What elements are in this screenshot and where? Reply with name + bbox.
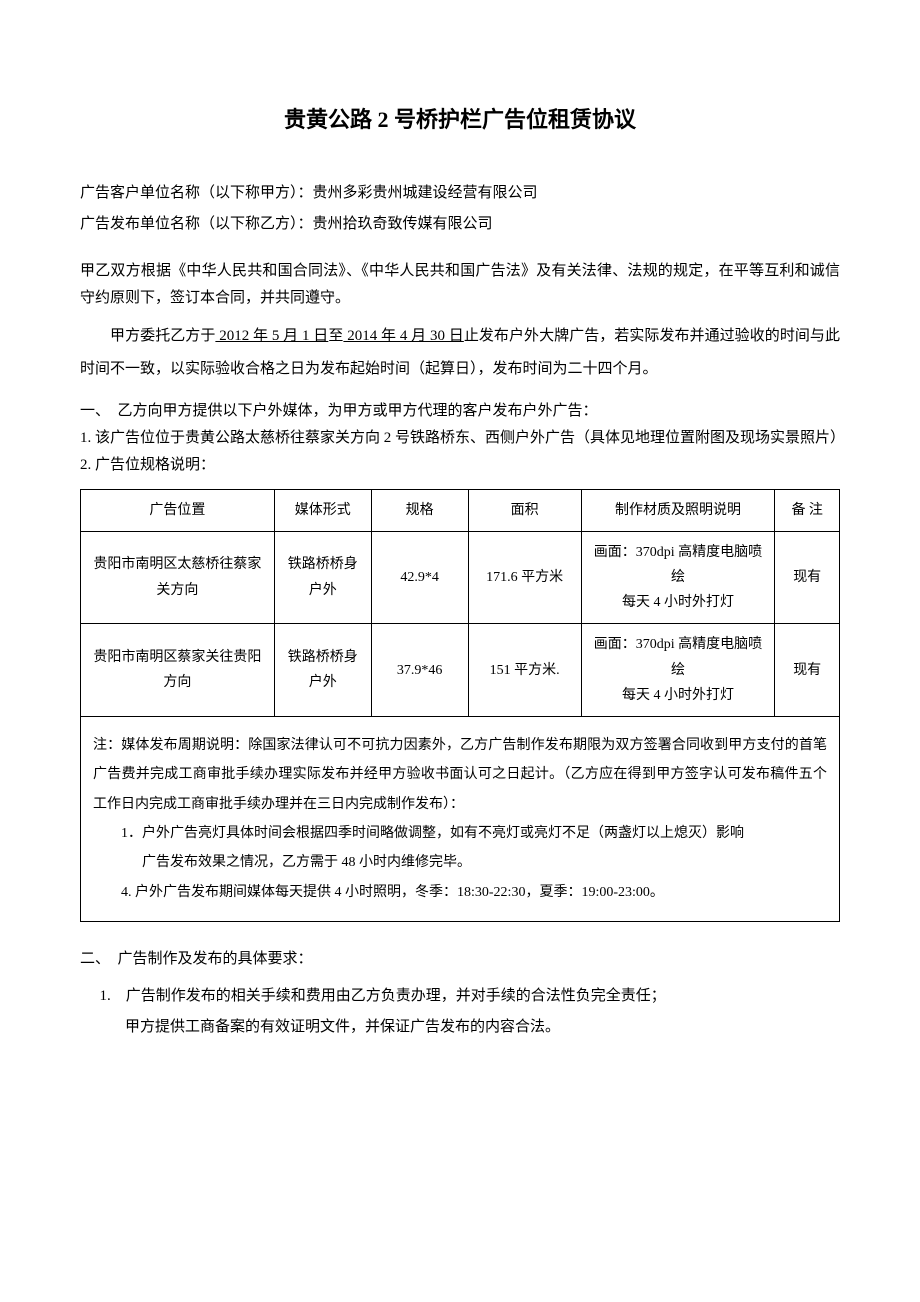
cell-remark: 现有 bbox=[775, 624, 840, 717]
th-remark: 备 注 bbox=[775, 489, 840, 531]
period-date-end: 2014 年 4 月 30 日 bbox=[343, 328, 463, 344]
section-1-item-2: 2. 广告位规格说明： bbox=[80, 452, 840, 479]
section-1-item-1: 1. 该广告位位于贵黄公路太慈桥往蔡家关方向 2 号铁路桥东、西侧户外广告（具体… bbox=[80, 425, 840, 452]
period-mid: 至 bbox=[328, 328, 343, 344]
section-2-item-1: 1. 广告制作发布的相关手续和费用由乙方负责办理，并对手续的合法性负完全责任； bbox=[80, 983, 840, 1010]
cell-media: 铁路桥桥身户外 bbox=[274, 531, 371, 624]
notes-p2a: 1．户外广告亮灯具体时间会根据四季时间略做调整，如有不亮灯或亮灯不足（两盏灯以上… bbox=[93, 819, 827, 848]
notes-p1: 注：媒体发布周期说明：除国家法律认可不可抗力因素外，乙方广告制作发布期限为双方签… bbox=[93, 731, 827, 819]
section-2-head: 二、 广告制作及发布的具体要求： bbox=[80, 946, 840, 973]
doc-title: 贵黄公路 2 号桥护栏广告位租赁协议 bbox=[80, 100, 840, 140]
table-row: 贵阳市南明区太慈桥往蔡家关方向 铁路桥桥身户外 42.9*4 171.6 平方米… bbox=[81, 531, 840, 624]
th-media: 媒体形式 bbox=[274, 489, 371, 531]
table-row: 贵阳市南明区蔡家关往贵阳方向 铁路桥桥身户外 37.9*46 151 平方米. … bbox=[81, 624, 840, 717]
party-b-line: 广告发布单位名称（以下称乙方）：贵州拾玖奇致传媒有限公司 bbox=[80, 211, 840, 238]
notes-p2b: 广告发布效果之情况，乙方需于 48 小时内维修完毕。 bbox=[93, 848, 827, 877]
cell-material: 画面：370dpi 高精度电脑喷绘 每天 4 小时外打灯 bbox=[581, 531, 775, 624]
section-1-head: 一、 乙方向甲方提供以下户外媒体，为甲方或甲方代理的客户发布户外广告： bbox=[80, 398, 840, 425]
table-notes-cell: 注：媒体发布周期说明：除国家法律认可不可抗力因素外，乙方广告制作发布期限为双方签… bbox=[81, 716, 840, 921]
cell-location: 贵阳市南明区太慈桥往蔡家关方向 bbox=[81, 531, 275, 624]
cell-material: 画面：370dpi 高精度电脑喷绘 每天 4 小时外打灯 bbox=[581, 624, 775, 717]
cell-location: 贵阳市南明区蔡家关往贵阳方向 bbox=[81, 624, 275, 717]
cell-media: 铁路桥桥身户外 bbox=[274, 624, 371, 717]
th-area: 面积 bbox=[468, 489, 581, 531]
table-notes-row: 注：媒体发布周期说明：除国家法律认可不可抗力因素外，乙方广告制作发布期限为双方签… bbox=[81, 716, 840, 921]
period-paragraph: 甲方委托乙方于 2012 年 5 月 1 日至 2014 年 4 月 30 日止… bbox=[80, 320, 840, 386]
spec-table: 广告位置 媒体形式 规格 面积 制作材质及照明说明 备 注 贵阳市南明区太慈桥往… bbox=[80, 489, 840, 923]
preamble-text: 甲乙双方根据《中华人民共和国合同法》、《中华人民共和国广告法》及有关法律、法规的… bbox=[80, 258, 840, 312]
cell-remark: 现有 bbox=[775, 531, 840, 624]
table-header-row: 广告位置 媒体形式 规格 面积 制作材质及照明说明 备 注 bbox=[81, 489, 840, 531]
section-2-item-1b: 甲方提供工商备案的有效证明文件，并保证广告发布的内容合法。 bbox=[80, 1014, 840, 1041]
cell-size: 37.9*46 bbox=[371, 624, 468, 717]
cell-area: 171.6 平方米 bbox=[468, 531, 581, 624]
notes-p3: 4. 户外广告发布期间媒体每天提供 4 小时照明，冬季：18:30-22:30，… bbox=[93, 878, 827, 907]
cell-area: 151 平方米. bbox=[468, 624, 581, 717]
th-size: 规格 bbox=[371, 489, 468, 531]
th-location: 广告位置 bbox=[81, 489, 275, 531]
th-material: 制作材质及照明说明 bbox=[581, 489, 775, 531]
party-a-line: 广告客户单位名称（以下称甲方）：贵州多彩贵州城建设经营有限公司 bbox=[80, 180, 840, 207]
cell-size: 42.9*4 bbox=[371, 531, 468, 624]
period-lead: 甲方委托乙方于 bbox=[110, 328, 215, 344]
period-date-start: 2012 年 5 月 1 日 bbox=[215, 328, 328, 344]
